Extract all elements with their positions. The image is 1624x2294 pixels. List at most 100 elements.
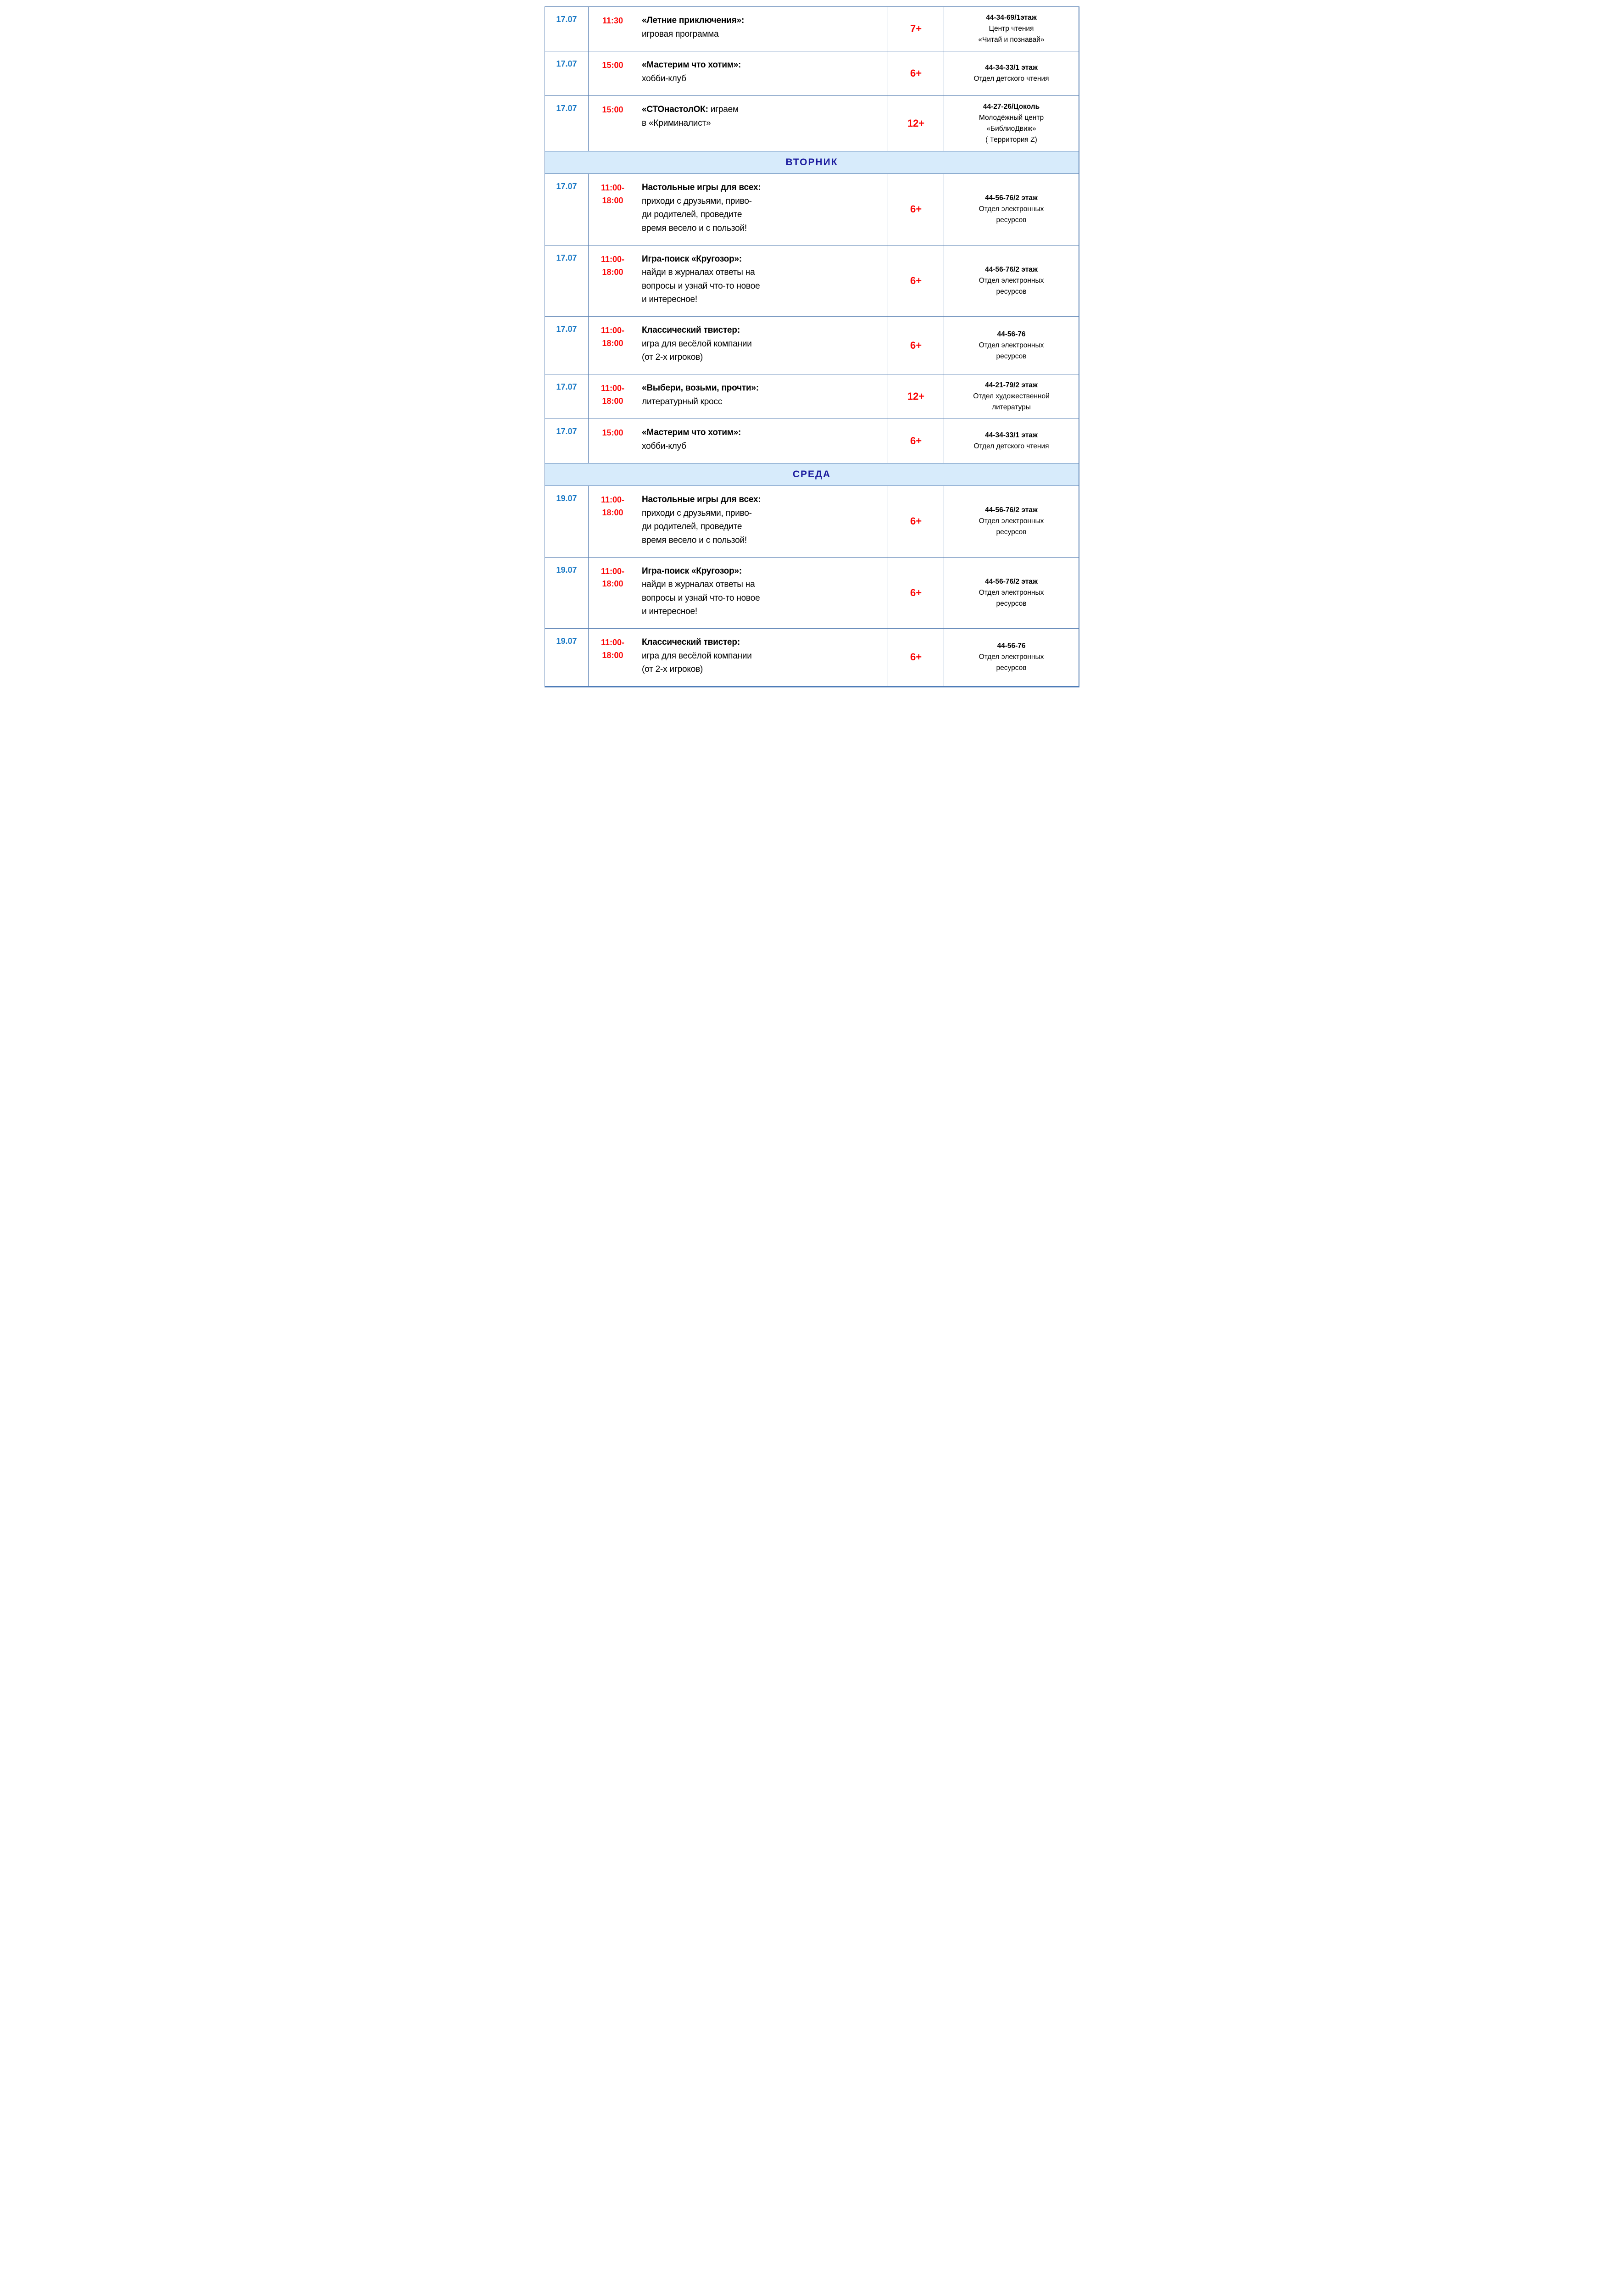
age-badge: 6+ (888, 629, 944, 686)
table-row: 17.07 15:00 «СТОнастолОК: играем в «Крим… (545, 95, 1079, 151)
location-department: Центр чтения «Читай и познавай» (978, 25, 1045, 44)
event-date: 17.07 (556, 324, 577, 334)
event-description: приходи с друзьями, приво- ди родителей,… (642, 196, 752, 233)
location-phone: 44-56-76/2 этаж (985, 194, 1038, 202)
page: 17.07 11:30 «Летние приключения»: игрова… (541, 0, 1083, 765)
table-row: 17.07 11:00- 18:00 Настольные игры для в… (545, 173, 1079, 245)
event-location: 44-56-76 Отдел электронных ресурсов (944, 317, 1079, 374)
event-title: Настольные игры для всех: (642, 183, 761, 193)
age-badge: 12+ (888, 374, 944, 419)
event-date: 17.07 (556, 15, 577, 24)
location-phone: 44-56-76/2 этаж (985, 506, 1038, 514)
location-department: Молодёжный центр «БиблиоДвиж» ( Территор… (979, 114, 1044, 144)
location-department: Отдел детского чтения (973, 442, 1049, 451)
age-badge: 6+ (888, 51, 944, 96)
event-description: хобби-клуб (642, 441, 686, 451)
day-header-label: СРЕДА (792, 469, 831, 480)
age-badge: 6+ (888, 419, 944, 463)
location-phone: 44-56-76 (997, 330, 1026, 338)
location-phone: 44-56-76/2 этаж (985, 577, 1038, 586)
event-description: приходи с друзьями, приво- ди родителей,… (642, 508, 752, 545)
event-time: 15:00 (588, 96, 637, 151)
event-location: 44-56-76/2 этаж Отдел электронных ресурс… (944, 557, 1079, 629)
day-header-row: СРЕДА (545, 463, 1079, 486)
table-row: 19.07 11:00- 18:00 Классический твистер:… (545, 628, 1079, 686)
table-row: 17.07 11:30 «Летние приключения»: игрова… (545, 7, 1079, 51)
age-badge: 6+ (888, 174, 944, 245)
event-time: 11:00- 18:00 (588, 317, 637, 374)
table-row: 17.07 15:00 «Мастерим что хотим»: хобби-… (545, 51, 1079, 96)
location-department: Отдел электронных ресурсов (979, 653, 1044, 672)
event-date: 17.07 (556, 427, 577, 436)
location-department: Отдел электронных ресурсов (979, 341, 1044, 360)
event-title: Классический твистер: (642, 637, 740, 647)
event-location: 44-56-76/2 этаж Отдел электронных ресурс… (944, 174, 1079, 245)
location-department: Отдел электронных ресурсов (979, 517, 1044, 536)
event-title-cell: Классический твистер: игра для весёлой к… (637, 629, 888, 686)
event-date: 17.07 (556, 382, 577, 391)
location-phone: 44-56-76/2 этаж (985, 265, 1038, 273)
event-date: 17.07 (556, 59, 577, 69)
location-phone: 44-34-69/1этаж (986, 14, 1037, 22)
location-department: Отдел электронных ресурсов (979, 588, 1044, 608)
event-description: найди в журналах ответы на вопросы и узн… (642, 268, 760, 305)
event-time: 11:00- 18:00 (588, 374, 637, 419)
event-location: 44-21-79/2 этаж Отдел художественной лит… (944, 374, 1079, 419)
location-phone: 44-27-26/Цоколь (983, 103, 1040, 111)
event-description: игра для весёлой компании (от 2-х игроко… (642, 339, 752, 363)
location-department: Отдел электронных ресурсов (979, 276, 1044, 296)
event-title: Игра-поиск «Кругозор»: (642, 254, 742, 264)
event-title-cell: «Мастерим что хотим»: хобби-клуб (637, 419, 888, 463)
age-badge: 7+ (888, 7, 944, 51)
event-date: 17.07 (556, 253, 577, 262)
event-title-cell: Игра-поиск «Кругозор»: найди в журналах … (637, 245, 888, 317)
event-time: 11:00- 18:00 (588, 174, 637, 245)
day-header-label: ВТОРНИК (785, 157, 838, 168)
table-row: 17.07 11:00- 18:00 Классический твистер:… (545, 316, 1079, 374)
event-location: 44-56-76 Отдел электронных ресурсов (944, 629, 1079, 686)
event-title-cell: Игра-поиск «Кругозор»: найди в журналах … (637, 557, 888, 629)
event-date: 19.07 (556, 494, 577, 503)
event-title: Классический твистер: (642, 325, 740, 335)
event-time: 15:00 (588, 51, 637, 96)
event-title: «Выбери, возьми, прочти»: (642, 383, 759, 393)
table-row: 17.07 11:00- 18:00 Игра-поиск «Кругозор»… (545, 245, 1079, 317)
event-time: 11:00- 18:00 (588, 629, 637, 686)
schedule-table: 17.07 11:30 «Летние приключения»: игрова… (545, 6, 1079, 687)
age-badge: 12+ (888, 96, 944, 151)
event-title: Игра-поиск «Кругозор»: (642, 566, 742, 576)
table-row: 17.07 15:00 «Мастерим что хотим»: хобби-… (545, 419, 1079, 463)
event-title: «Мастерим что хотим»: (642, 428, 741, 438)
event-title: «Мастерим что хотим»: (642, 60, 741, 70)
event-location: 44-34-33/1 этаж Отдел детского чтения (944, 51, 1079, 96)
event-title-cell: «СТОнастолОК: играем в «Криминалист» (637, 96, 888, 151)
event-time: 11:30 (588, 7, 637, 51)
event-date: 17.07 (556, 182, 577, 191)
event-description: игровая программа (642, 29, 719, 39)
location-phone: 44-34-33/1 этаж (985, 431, 1038, 440)
event-location: 44-56-76/2 этаж Отдел электронных ресурс… (944, 245, 1079, 317)
location-department: Отдел художественной литературы (973, 392, 1050, 412)
table-row: 19.07 11:00- 18:00 Игра-поиск «Кругозор»… (545, 557, 1079, 629)
event-location: 44-34-33/1 этаж Отдел детского чтения (944, 419, 1079, 463)
event-title: «Летние приключения»: (642, 16, 745, 25)
event-title-cell: «Мастерим что хотим»: хобби-клуб (637, 51, 888, 96)
age-badge: 6+ (888, 245, 944, 317)
event-description: литературный кросс (642, 396, 723, 407)
event-description: игра для весёлой компании (от 2-х игроко… (642, 651, 752, 675)
event-time: 15:00 (588, 419, 637, 463)
table-row: 19.07 11:00- 18:00 Настольные игры для в… (545, 486, 1079, 557)
age-badge: 6+ (888, 486, 944, 557)
event-date: 19.07 (556, 636, 577, 646)
event-title-cell: Классический твистер: игра для весёлой к… (637, 317, 888, 374)
event-title-cell: «Выбери, возьми, прочти»: литературный к… (637, 374, 888, 419)
location-phone: 44-21-79/2 этаж (985, 381, 1038, 389)
event-date: 17.07 (556, 104, 577, 113)
event-location: 44-27-26/Цоколь Молодёжный центр «Библио… (944, 96, 1079, 151)
event-description: хобби-клуб (642, 73, 686, 84)
event-time: 11:00- 18:00 (588, 486, 637, 557)
event-location: 44-56-76/2 этаж Отдел электронных ресурс… (944, 486, 1079, 557)
location-phone: 44-34-33/1 этаж (985, 64, 1038, 72)
location-phone: 44-56-76 (997, 642, 1026, 650)
event-title-cell: Настольные игры для всех: приходи с друз… (637, 486, 888, 557)
